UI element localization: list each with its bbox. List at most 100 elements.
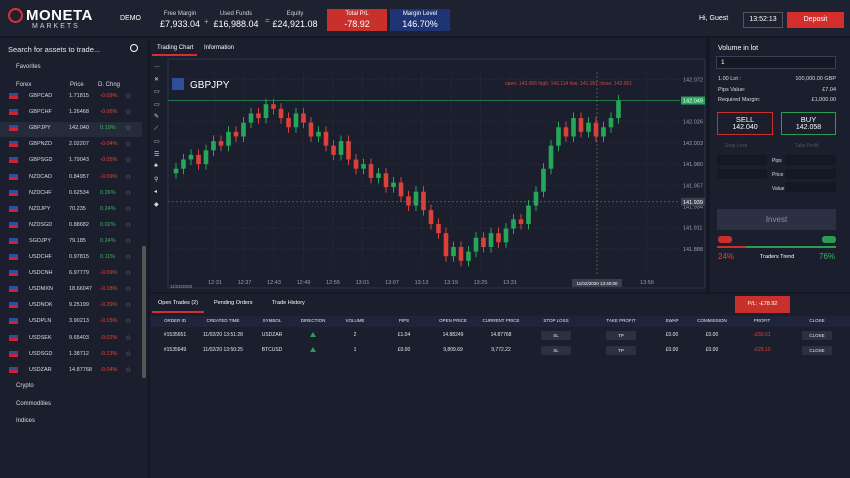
take-profit[interactable]: Take Profit (795, 143, 819, 149)
table-button[interactable]: CLOSE (802, 346, 832, 355)
user[interactable]: Hi, Guest (699, 15, 729, 22)
clock[interactable]: 13:52:13 (743, 12, 783, 28)
asset-symbol[interactable]: USDCNH (29, 270, 53, 277)
info-label: Required Margin: (718, 97, 761, 103)
star[interactable]: ☆ (125, 109, 132, 117)
volume-select[interactable]: 1 (716, 56, 836, 69)
table-button[interactable]: SL (541, 331, 571, 340)
tool-icon[interactable]: ⚲ (154, 176, 159, 183)
tool-icon[interactable]: ▭ (154, 101, 160, 108)
asset-symbol[interactable]: USDMXN (29, 286, 53, 293)
star[interactable]: ☆ (125, 254, 132, 261)
sell-button[interactable] (717, 112, 773, 135)
asset-symbol[interactable]: GBPSGD (29, 157, 53, 164)
asset-symbol[interactable]: NZDSGD (29, 221, 53, 228)
field-label: Value (772, 186, 785, 192)
star[interactable]: ☆ (125, 189, 132, 197)
star[interactable]: ☆ (125, 366, 132, 374)
candle-body (271, 104, 276, 109)
star[interactable]: ☆ (125, 173, 132, 181)
input[interactable] (785, 169, 836, 179)
table-button[interactable]: CLOSE (802, 331, 832, 340)
tool-icon[interactable]: ◂ (154, 189, 158, 195)
star[interactable]: ☆ (125, 286, 132, 294)
asset-symbol[interactable]: USDNOK (29, 302, 53, 309)
input[interactable] (785, 182, 836, 192)
stat-label: Free Margin (163, 11, 197, 17)
asset-symbol[interactable]: SGDJPY (29, 237, 52, 244)
asset-group[interactable]: Crypto (16, 383, 34, 389)
asset-symbol[interactable]: NZDCHF (29, 189, 52, 196)
star[interactable]: ☆ (125, 350, 132, 358)
tool-icon[interactable]: ◆ (154, 201, 159, 208)
input[interactable] (717, 155, 767, 165)
star[interactable]: ☆ (125, 157, 132, 165)
input[interactable] (785, 155, 836, 165)
asset-symbol[interactable]: USDPLN (29, 318, 52, 325)
tool-icon[interactable]: ✎ (154, 114, 160, 120)
star[interactable]: ☆ (125, 318, 132, 326)
tool-icon[interactable]: … (154, 63, 160, 69)
input[interactable] (717, 169, 767, 179)
star[interactable]: ☆ (125, 93, 132, 100)
star[interactable]: ☆ (125, 334, 132, 342)
asset-symbol[interactable]: GBPNZD (29, 141, 52, 148)
table-cell: #1535651 (163, 332, 187, 338)
star[interactable]: ☆ (125, 302, 132, 310)
asset-price: 0.84957 (69, 173, 89, 180)
table-cell: USDZAR (261, 332, 283, 338)
table-header: COMMISSION (697, 318, 727, 323)
asset-group[interactable]: Commodities (16, 400, 52, 407)
candle-body (181, 159, 186, 169)
table-header: PROFIT (753, 318, 771, 323)
asset-symbol[interactable]: NZDCAD (29, 173, 52, 180)
asset-symbol[interactable]: GBPCHF (29, 109, 52, 116)
tool-icon[interactable]: ▭ (154, 139, 160, 145)
tool-icon[interactable]: ✕ (154, 76, 160, 83)
account[interactable]: DEMO (120, 15, 141, 22)
crosshair-y-label: 141.939 (683, 200, 703, 206)
trades-tab[interactable]: Pending Orders (214, 300, 253, 306)
tool-icon[interactable]: ☰ (154, 151, 160, 158)
buy-button[interactable] (781, 112, 836, 135)
table-button[interactable]: TP (606, 346, 636, 355)
table-button[interactable]: SL (541, 346, 571, 355)
asset-symbol[interactable]: USDCHF (29, 254, 52, 260)
asset-price: 1.71815 (69, 93, 89, 99)
chart-tab[interactable]: Information (204, 45, 235, 51)
asset-group[interactable]: Indices (16, 418, 36, 424)
asset-symbol[interactable]: NZDJPY (29, 205, 51, 212)
tool-icon[interactable]: ♣ (154, 163, 158, 169)
stop-loss[interactable]: Stop Loss (725, 143, 748, 149)
invest-button[interactable]: Invest (717, 209, 836, 230)
tool-icon[interactable]: ▭ (154, 89, 160, 95)
trades-tab[interactable]: Open Trades (2) (158, 300, 199, 306)
star[interactable]: ☆ (125, 270, 132, 278)
asset-symbol[interactable]: USDZAR (29, 366, 52, 373)
asset-price: 70.235 (69, 205, 86, 212)
asset-symbol[interactable]: GBPJPY (29, 125, 51, 132)
star[interactable]: ☆ (125, 221, 132, 229)
star[interactable]: ☆ (125, 205, 132, 213)
star[interactable]: ☆ (125, 125, 132, 133)
asset-symbol[interactable]: USDSEK (29, 334, 52, 341)
search-input[interactable]: Search for assets to trade... (8, 45, 101, 54)
chart-tab[interactable]: Trading Chart (157, 45, 194, 51)
candle-body (541, 168, 546, 192)
forex[interactable]: Forex (16, 82, 32, 88)
star[interactable]: ☆ (125, 141, 132, 149)
tool-icon[interactable]: ⟋ (154, 125, 159, 132)
asset-symbol[interactable]: GBPCAD (29, 93, 53, 99)
star[interactable]: ☆ (125, 237, 132, 245)
favorites[interactable]: Favorites (16, 64, 41, 70)
asset-price: 6.97779 (69, 270, 89, 277)
deposit-button[interactable]: Deposit (787, 12, 844, 28)
candle-body (398, 182, 404, 197)
order-panel (710, 38, 850, 292)
trades-tab[interactable]: Trade History (272, 300, 305, 306)
table-button[interactable]: TP (606, 331, 636, 340)
info-value: 100,000.00 GBP (795, 76, 836, 82)
asset-change: 0.24% (100, 205, 116, 212)
table-cell: -£50.01 (753, 332, 771, 338)
asset-symbol[interactable]: USDSGD (29, 350, 53, 357)
